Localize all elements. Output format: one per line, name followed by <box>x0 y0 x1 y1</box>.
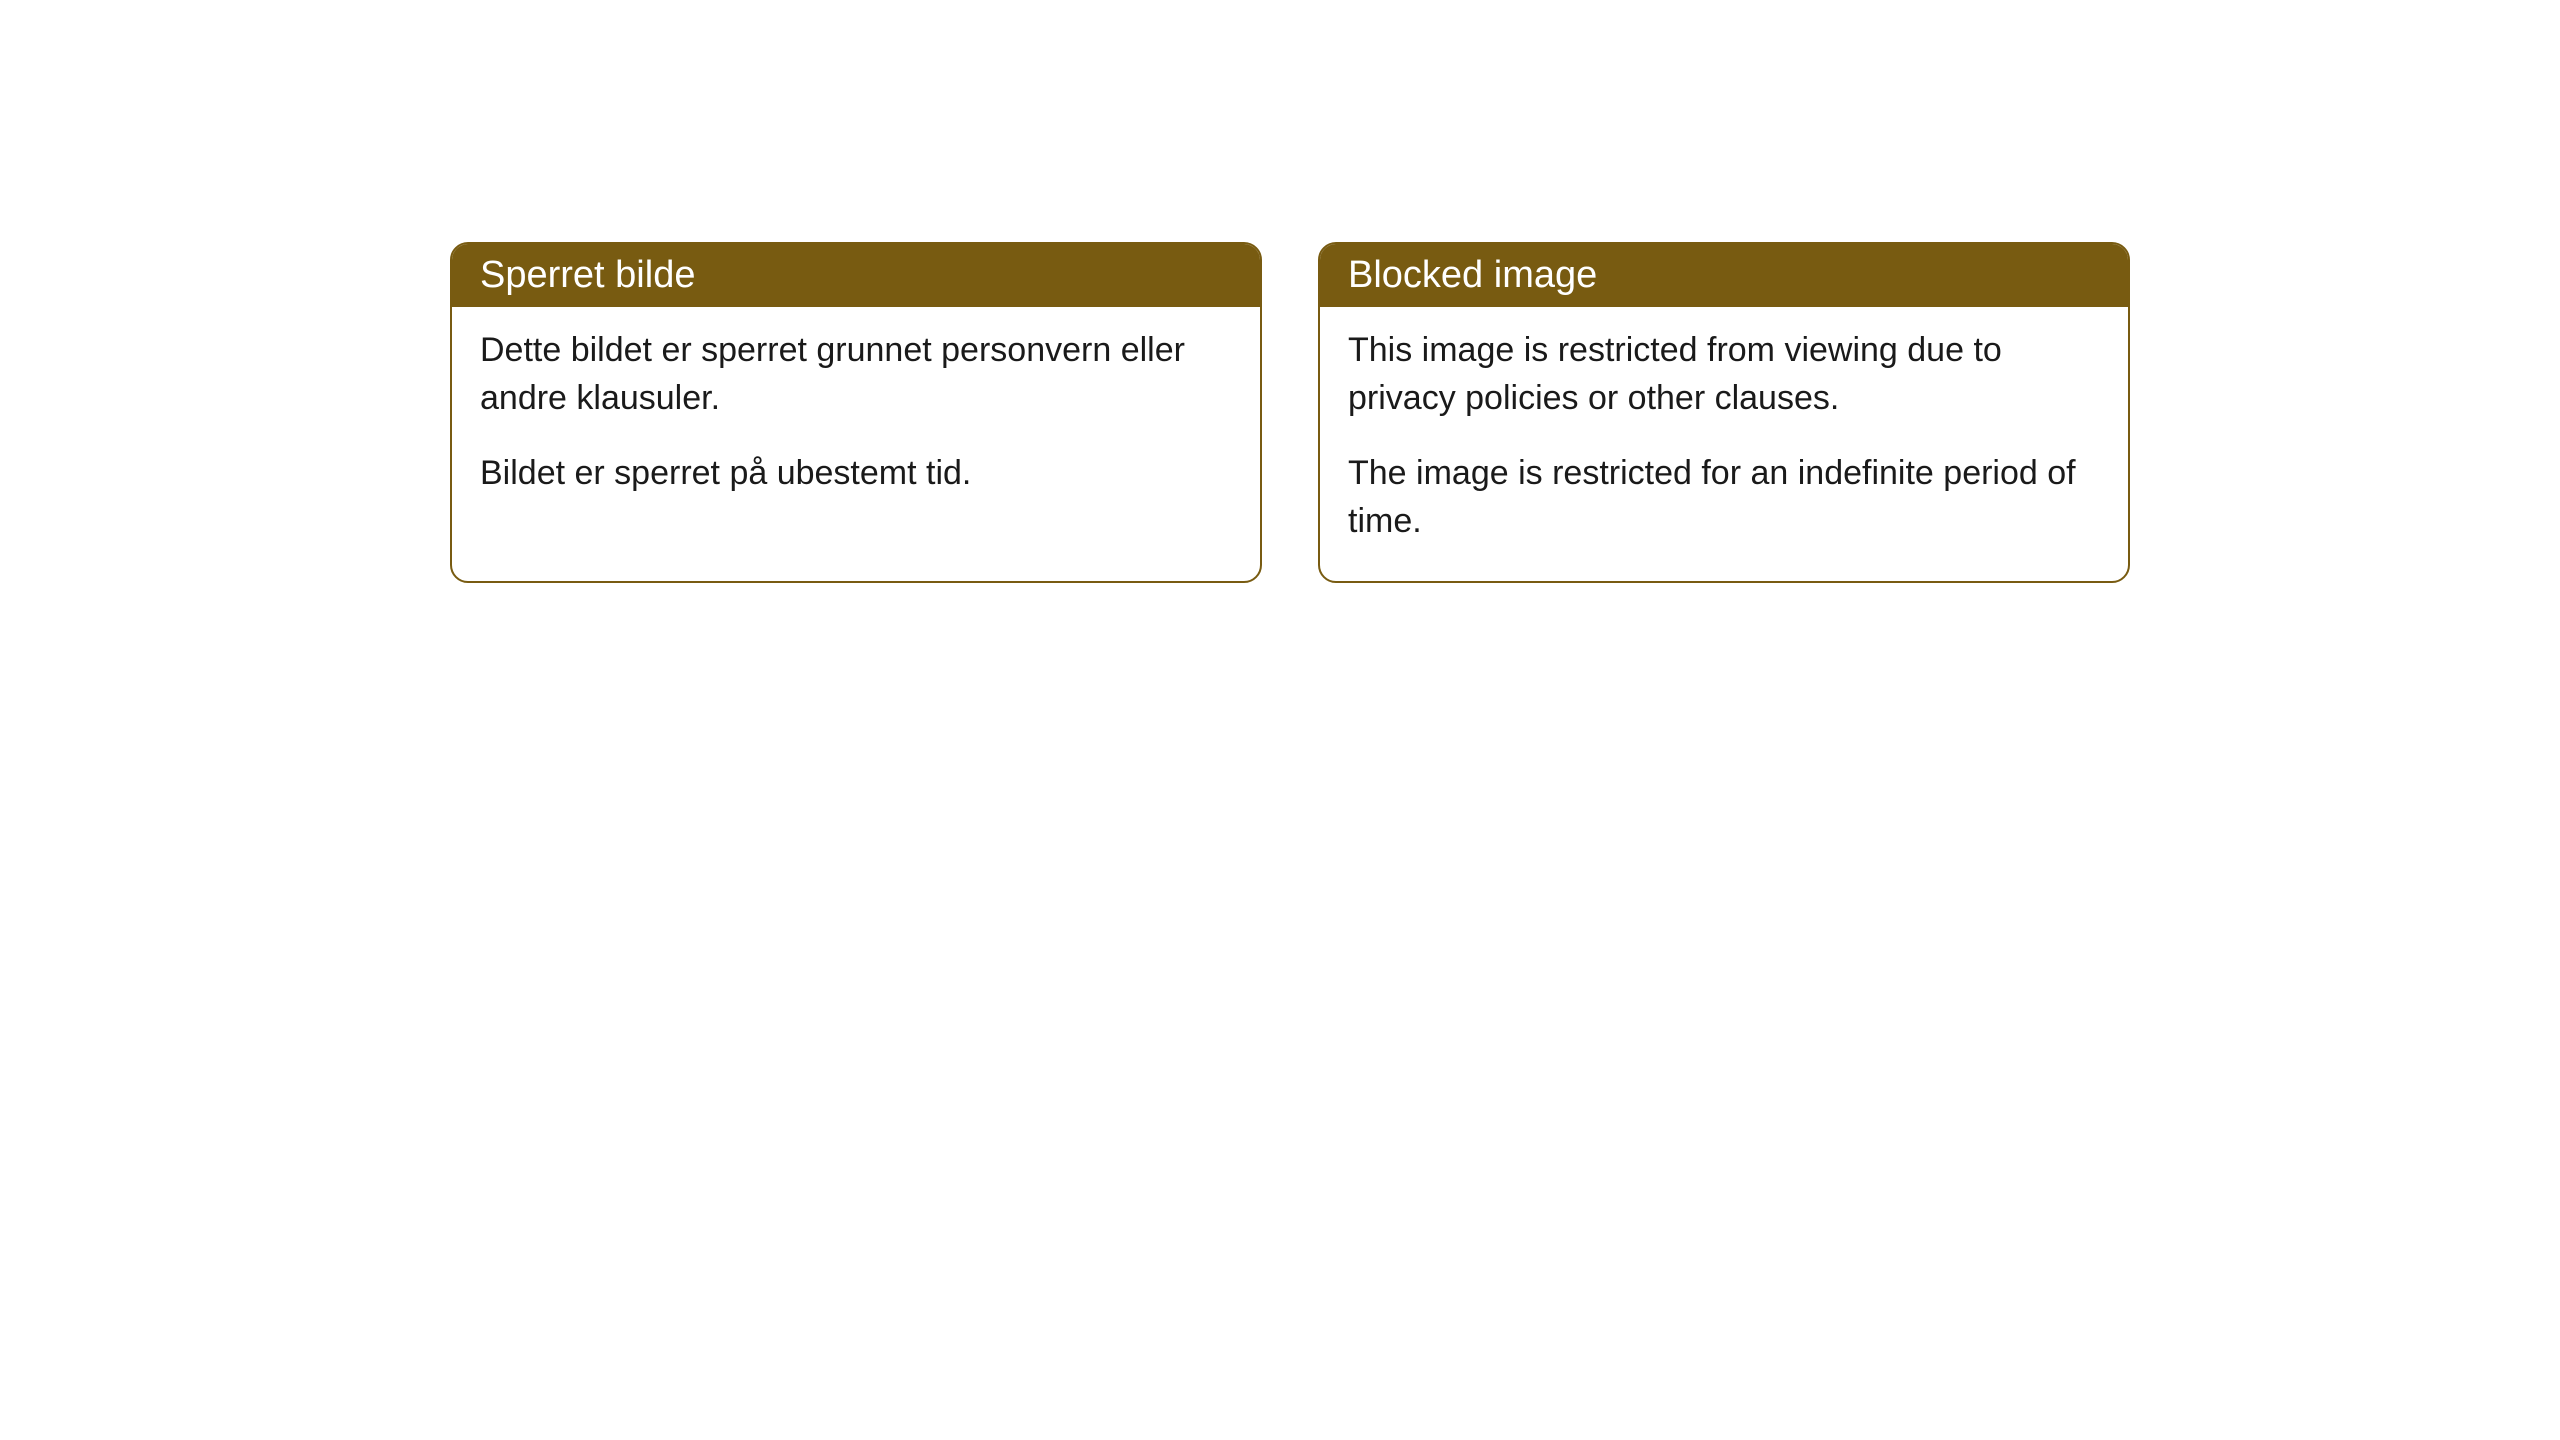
card-body: Dette bildet er sperret grunnet personve… <box>452 307 1260 534</box>
card-paragraph: Dette bildet er sperret grunnet personve… <box>480 327 1232 422</box>
blocked-image-card-english: Blocked image This image is restricted f… <box>1318 242 2130 583</box>
card-title: Blocked image <box>1348 254 1597 296</box>
card-body: This image is restricted from viewing du… <box>1320 307 2128 581</box>
card-paragraph: Bildet er sperret på ubestemt tid. <box>480 450 1232 498</box>
blocked-image-card-norwegian: Sperret bilde Dette bildet er sperret gr… <box>450 242 1262 583</box>
card-title: Sperret bilde <box>480 254 695 296</box>
card-paragraph: This image is restricted from viewing du… <box>1348 327 2100 422</box>
card-header: Sperret bilde <box>452 244 1260 307</box>
notice-cards-container: Sperret bilde Dette bildet er sperret gr… <box>450 242 2130 583</box>
card-header: Blocked image <box>1320 244 2128 307</box>
card-paragraph: The image is restricted for an indefinit… <box>1348 450 2100 545</box>
